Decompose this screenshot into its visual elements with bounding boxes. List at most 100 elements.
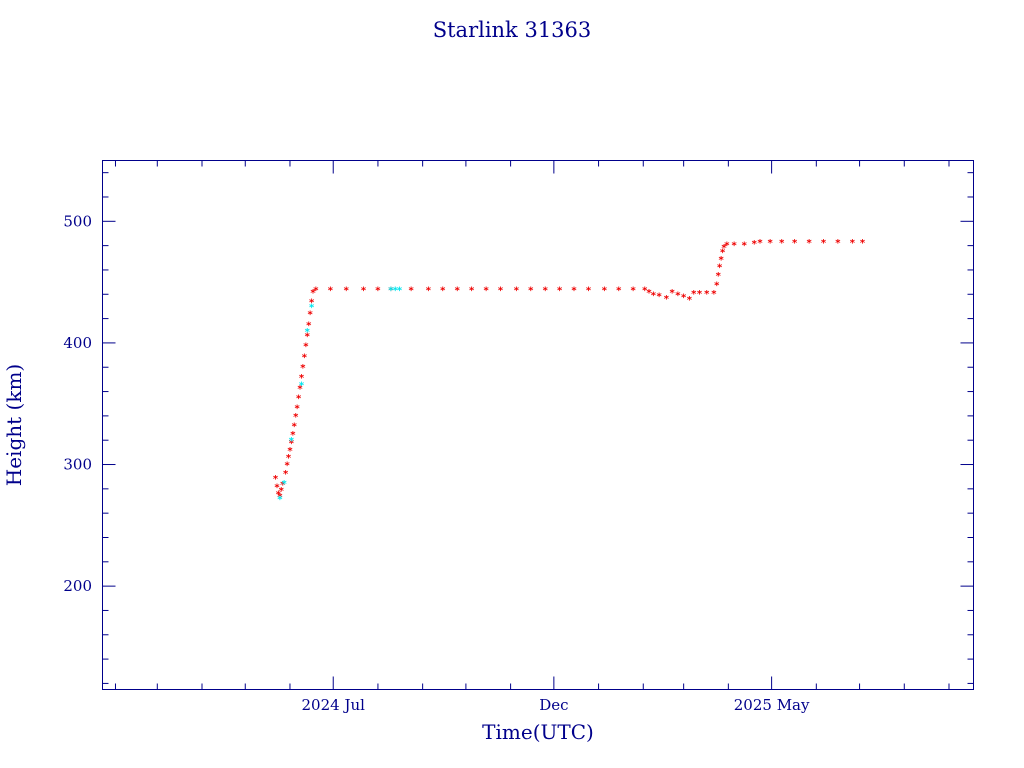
x-tick-labels: 2024 Jul Dec 2025 May xyxy=(302,696,810,714)
data-point-red: * xyxy=(646,288,652,299)
y-tick-labels: 200 300 400 500 xyxy=(63,212,92,595)
data-point-red: * xyxy=(286,453,292,464)
data-point-red: * xyxy=(528,285,534,296)
data-point-red: * xyxy=(303,341,309,352)
data-point-red: * xyxy=(717,262,723,273)
y-tick-label: 400 xyxy=(63,334,92,352)
data-point-red: * xyxy=(616,285,622,296)
x-tick-label: Dec xyxy=(539,696,568,714)
plot-frame xyxy=(102,160,974,690)
data-point-red: * xyxy=(751,239,757,250)
data-point-red: * xyxy=(715,271,721,282)
data-point-red: * xyxy=(301,352,307,363)
data-point-red: * xyxy=(297,384,303,395)
data-point-red: * xyxy=(741,240,747,251)
data-point-red: * xyxy=(821,238,827,249)
data-point-red: * xyxy=(306,321,312,332)
data-point-red: * xyxy=(704,289,710,300)
data-point-red: * xyxy=(277,492,283,503)
data-point-red: * xyxy=(792,238,798,249)
data-point-red: * xyxy=(513,285,519,296)
data-point-red: * xyxy=(675,290,681,301)
data-point-cyan: * xyxy=(388,285,394,296)
data-point-red: * xyxy=(686,295,692,306)
chart-title: Starlink 31363 xyxy=(433,18,592,42)
y-tick-label: 200 xyxy=(63,577,92,595)
data-point-red: * xyxy=(859,238,865,249)
data-point-red: * xyxy=(278,486,284,497)
data-point-cyan: * xyxy=(298,380,304,391)
data-point-red: * xyxy=(806,238,812,249)
data-point-red: * xyxy=(724,240,730,251)
data-point-red: * xyxy=(557,285,563,296)
data-point-cyan: * xyxy=(392,285,398,296)
axis-ticks xyxy=(102,160,974,690)
data-point-red: * xyxy=(650,290,656,301)
data-point-red: * xyxy=(288,439,294,450)
data-point-red: * xyxy=(284,461,290,472)
data-point-red: * xyxy=(307,310,313,321)
data-point-red: * xyxy=(440,285,446,296)
data-point-red: * xyxy=(275,490,281,501)
data-point-red: * xyxy=(293,412,299,423)
data-point-red: * xyxy=(497,285,503,296)
data-point-cyan: * xyxy=(277,495,283,506)
data-point-red: * xyxy=(298,373,304,384)
data-point-red: * xyxy=(696,289,702,300)
data-point-red: * xyxy=(711,289,717,300)
data-point-red: * xyxy=(483,285,489,296)
data-point-red: * xyxy=(642,285,648,296)
y-tick-label: 500 xyxy=(63,212,92,230)
data-point-red: * xyxy=(360,285,366,296)
x-tick-label: 2024 Jul xyxy=(302,696,366,714)
data-point-red: * xyxy=(274,482,280,493)
data-point-red: * xyxy=(304,332,310,343)
data-point-cyan: * xyxy=(309,302,315,313)
data-point-red: * xyxy=(375,285,381,296)
data-point-red: * xyxy=(287,446,293,457)
data-point-red: * xyxy=(296,394,302,405)
data-point-red: * xyxy=(343,285,349,296)
data-point-red: * xyxy=(425,285,431,296)
data-point-red: * xyxy=(669,288,675,299)
data-point-red: * xyxy=(454,285,460,296)
x-axis-label: Time(UTC) xyxy=(482,720,594,744)
data-point-red: * xyxy=(663,294,669,305)
data-point-red: * xyxy=(310,288,316,299)
data-point-red: * xyxy=(585,285,591,296)
data-point-red: * xyxy=(721,243,727,254)
y-axis-label: Height (km) xyxy=(2,364,26,486)
data-point-red: * xyxy=(280,480,286,491)
data-point-red: * xyxy=(408,285,414,296)
data-point-cyan: * xyxy=(281,479,287,490)
data-point-red: * xyxy=(313,285,319,296)
data-point-red: * xyxy=(300,363,306,374)
data-point-red: * xyxy=(290,430,296,441)
data-point-cyan: * xyxy=(288,436,294,447)
data-point-red: * xyxy=(388,285,394,296)
data-point-red: * xyxy=(779,238,785,249)
data-point-red: * xyxy=(835,238,841,249)
y-tick-label: 300 xyxy=(63,456,92,474)
data-point-red: * xyxy=(309,298,315,309)
data-point-red: * xyxy=(601,285,607,296)
data-point-red: * xyxy=(714,281,720,292)
data-point-red: * xyxy=(469,285,475,296)
data-point-red: * xyxy=(691,289,697,300)
data-point-red: * xyxy=(294,403,300,414)
data-point-red: * xyxy=(630,285,636,296)
data-point-cyan: * xyxy=(304,327,310,338)
data-point-red: * xyxy=(656,291,662,302)
data-point-red: * xyxy=(718,255,724,266)
data-point-red: * xyxy=(291,422,297,433)
data-point-red: * xyxy=(720,248,726,259)
data-point-red: * xyxy=(571,285,577,296)
data-point-red: * xyxy=(542,285,548,296)
data-point-red: * xyxy=(273,474,279,485)
data-point-red: * xyxy=(731,240,737,251)
data-point-red: * xyxy=(757,238,763,249)
data-series: *************************** * * * * * * * * * * * * *… xyxy=(273,238,866,506)
data-point-red: * xyxy=(327,285,333,296)
data-point-red: * xyxy=(681,293,687,304)
